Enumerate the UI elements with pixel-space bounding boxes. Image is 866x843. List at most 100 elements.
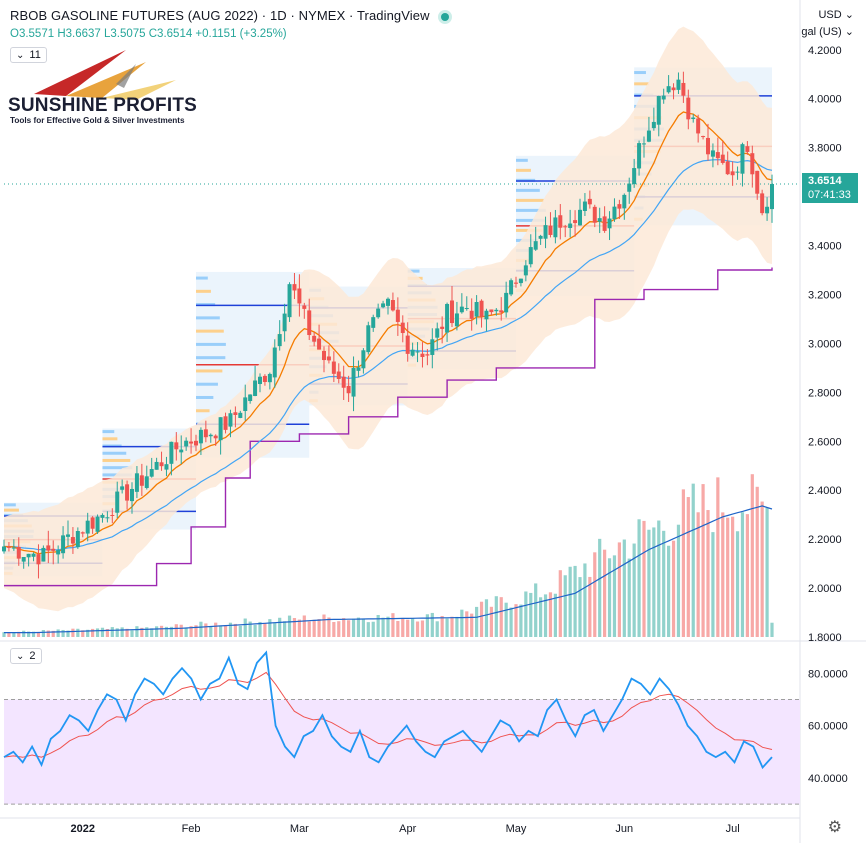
volume-bar xyxy=(238,625,242,637)
volume-bar xyxy=(332,621,336,637)
candle-body xyxy=(326,356,331,361)
candle-body xyxy=(548,225,553,235)
volume-bar xyxy=(676,524,681,637)
logo-ray-2 xyxy=(66,62,146,98)
symbol-title[interactable]: RBOB GASOLINE FUTURES (AUG 2022) · 1D · … xyxy=(10,8,430,23)
volume-bar xyxy=(534,583,538,637)
candle-body xyxy=(755,170,760,194)
candle-body xyxy=(208,434,213,437)
candle-body xyxy=(454,313,459,327)
unit-selector[interactable]: gal (US) ⌄ xyxy=(801,25,854,38)
indicator-lines xyxy=(3,111,800,634)
volume-bar xyxy=(647,529,651,637)
candle-body xyxy=(154,461,159,470)
candle-body xyxy=(568,223,573,228)
candle-body xyxy=(371,317,376,328)
volume-bar xyxy=(253,624,257,637)
volume-bar xyxy=(204,623,208,637)
price-axis-tick: 2.4000 xyxy=(808,485,842,497)
currency-selector[interactable]: USD ⌄ xyxy=(818,8,854,21)
candle-body xyxy=(282,313,287,332)
candle-body xyxy=(479,300,484,317)
candle-body xyxy=(691,117,696,120)
candle-body xyxy=(450,300,454,324)
candle-body xyxy=(267,373,272,383)
volume-bar xyxy=(86,629,90,637)
profile-bar xyxy=(196,303,216,307)
volume-bar xyxy=(465,611,469,637)
time-axis-tick: Mar xyxy=(290,823,309,835)
profile-bar xyxy=(4,508,19,512)
rsi-collapse-button[interactable]: ⌄ 2 xyxy=(10,648,42,664)
candle-body xyxy=(272,347,277,378)
bar-countdown: 07:41:33 xyxy=(808,189,851,201)
candle-body xyxy=(115,491,120,513)
candle-body xyxy=(661,95,666,100)
candle-body xyxy=(341,376,346,388)
price-axis-tick: 3.4000 xyxy=(808,241,842,253)
volume-bar xyxy=(430,612,434,637)
volume-bar xyxy=(681,489,685,637)
profile-bar xyxy=(196,289,211,293)
profile-bar xyxy=(102,430,115,434)
volume-bar xyxy=(760,501,764,637)
volume-bar xyxy=(7,632,11,637)
volume-bar xyxy=(51,630,55,637)
profile-bar xyxy=(516,188,540,192)
volume-bar xyxy=(701,484,705,637)
volume-bar xyxy=(657,520,661,637)
settings-gear-icon[interactable]: ⚙ xyxy=(827,819,842,836)
candle-body xyxy=(514,282,518,284)
volume-bar xyxy=(27,631,31,637)
time-axis-tick: Jul xyxy=(726,823,740,835)
candle-body xyxy=(322,350,326,361)
indicators-collapse-button[interactable]: ⌄ 11 xyxy=(10,47,47,63)
candle-body xyxy=(760,193,765,214)
rsi-line xyxy=(3,650,773,770)
volume-bar xyxy=(135,626,139,637)
volume-bar xyxy=(735,531,740,637)
candle-body xyxy=(292,284,297,291)
candle-body xyxy=(277,334,282,347)
volume-bar xyxy=(273,622,277,637)
candle-body xyxy=(435,328,440,338)
volume-bar xyxy=(593,552,597,637)
profile-bar xyxy=(102,451,127,455)
candle-body xyxy=(725,161,730,175)
volume-bar xyxy=(509,607,513,637)
candle-body xyxy=(198,429,203,444)
candle-body xyxy=(710,150,715,157)
volume-bar xyxy=(347,620,351,637)
volume-bar xyxy=(445,618,449,637)
volume-bar xyxy=(711,532,715,637)
volume-bar xyxy=(494,596,498,637)
candle-body xyxy=(248,394,253,402)
candle-body xyxy=(617,204,622,209)
candle-body xyxy=(386,298,390,306)
volume-bar xyxy=(150,628,154,637)
volume-bar xyxy=(484,599,489,637)
price-axis-tick: 3.8000 xyxy=(808,143,842,155)
candle-body xyxy=(770,184,774,210)
time-axis-tick: May xyxy=(506,823,527,835)
volume-bar xyxy=(524,591,528,637)
volume-bar xyxy=(174,624,178,637)
candle-body xyxy=(464,307,469,309)
volume-bar xyxy=(22,630,26,637)
volume-bar xyxy=(258,621,262,637)
volume-bar xyxy=(130,630,134,637)
candle-body xyxy=(331,361,336,374)
candle-body xyxy=(41,547,46,562)
volume-bar xyxy=(573,565,577,637)
candle-body xyxy=(26,553,31,558)
last-price-value: 3.6514 xyxy=(808,175,842,187)
volume-bar xyxy=(17,631,21,637)
candle-body xyxy=(430,339,435,355)
volume-bar xyxy=(278,617,282,637)
volume-bar xyxy=(765,507,769,637)
volume-bar xyxy=(622,539,626,637)
rsi-band-fill xyxy=(4,699,800,805)
volume-bar xyxy=(155,626,159,637)
price-axis-tick: 2.2000 xyxy=(808,534,842,546)
volume-bar xyxy=(140,627,144,637)
